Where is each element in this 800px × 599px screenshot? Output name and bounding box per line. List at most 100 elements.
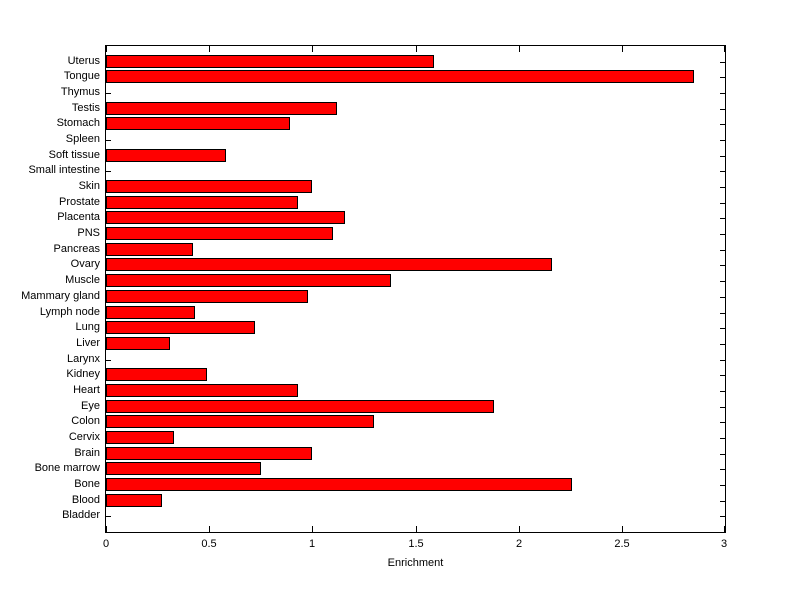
x-tick xyxy=(106,46,107,52)
x-tick xyxy=(622,526,623,532)
category-label: Lung xyxy=(75,321,100,333)
y-tick xyxy=(720,391,725,392)
y-tick xyxy=(106,360,111,361)
bar xyxy=(106,274,391,287)
y-tick xyxy=(720,501,725,502)
x-tick-label: 0.5 xyxy=(201,538,217,550)
x-axis-title: Enrichment xyxy=(387,557,444,569)
x-tick xyxy=(724,46,725,52)
category-label: Heart xyxy=(73,384,100,396)
y-tick xyxy=(720,250,725,251)
y-tick xyxy=(720,234,725,235)
bar xyxy=(106,211,345,224)
bar xyxy=(106,243,193,256)
y-tick xyxy=(720,124,725,125)
bar xyxy=(106,55,434,68)
y-axis-labels: Uterus Tongue Thymus Testis Stomach Spleen Sof… xyxy=(0,45,100,533)
category-label: Bladder xyxy=(62,509,100,521)
y-tick xyxy=(720,407,725,408)
y-tick xyxy=(720,93,725,94)
bar xyxy=(106,337,170,350)
bar xyxy=(106,321,255,334)
y-tick xyxy=(720,516,725,517)
category-label: Tongue xyxy=(63,70,100,82)
bar xyxy=(106,227,333,240)
y-tick xyxy=(720,313,725,314)
y-tick xyxy=(720,344,725,345)
category-label: Uterus xyxy=(67,55,100,67)
plot-area xyxy=(105,45,726,533)
y-tick xyxy=(720,109,725,110)
y-tick xyxy=(720,203,725,204)
category-label: Colon xyxy=(71,415,100,427)
category-label: Cervix xyxy=(68,431,100,443)
bar xyxy=(106,478,572,491)
x-tick xyxy=(622,46,623,52)
x-tick xyxy=(312,46,313,52)
x-tick xyxy=(416,46,417,52)
y-tick xyxy=(720,140,725,141)
y-tick xyxy=(720,218,725,219)
y-tick xyxy=(720,265,725,266)
bar xyxy=(106,384,298,397)
y-tick xyxy=(720,171,725,172)
category-label: Blood xyxy=(71,494,100,506)
y-tick xyxy=(106,140,111,141)
category-label: Testis xyxy=(71,102,100,114)
x-tick-label: 0 xyxy=(102,538,110,550)
y-tick xyxy=(720,375,725,376)
y-tick xyxy=(720,454,725,455)
y-tick xyxy=(720,297,725,298)
bar xyxy=(106,102,337,115)
x-tick-label: 2 xyxy=(515,538,523,550)
y-tick xyxy=(720,360,725,361)
x-tick-label: 2.5 xyxy=(614,538,630,550)
category-label: Skin xyxy=(78,180,100,192)
y-tick xyxy=(720,281,725,282)
x-tick xyxy=(209,46,210,52)
category-label: Eye xyxy=(81,400,100,412)
category-label: Prostate xyxy=(59,196,100,208)
x-tick-label: 3 xyxy=(720,538,728,550)
x-tick xyxy=(519,526,520,532)
category-label: Ovary xyxy=(70,258,100,270)
y-tick xyxy=(720,62,725,63)
bar xyxy=(106,149,226,162)
y-tick xyxy=(720,438,725,439)
category-label: Placenta xyxy=(57,211,100,223)
x-tick xyxy=(312,526,313,532)
y-tick xyxy=(720,156,725,157)
y-tick xyxy=(720,187,725,188)
bar xyxy=(106,70,694,83)
category-label: Lymph node xyxy=(39,306,100,318)
x-tick xyxy=(519,46,520,52)
x-tick xyxy=(106,526,107,532)
bar xyxy=(106,117,290,130)
bar xyxy=(106,400,494,413)
x-tick xyxy=(209,526,210,532)
x-tick-label: 1 xyxy=(308,538,316,550)
bar xyxy=(106,494,162,507)
bar xyxy=(106,306,195,319)
category-label: Thymus xyxy=(60,86,100,98)
bar xyxy=(106,415,374,428)
category-label: Pancreas xyxy=(53,243,100,255)
y-tick xyxy=(106,93,111,94)
y-tick xyxy=(106,516,111,517)
bar xyxy=(106,431,174,444)
bar xyxy=(106,290,308,303)
x-tick-label: 1.5 xyxy=(408,538,424,550)
category-label: Larynx xyxy=(66,353,100,365)
y-tick xyxy=(106,171,111,172)
category-label: Muscle xyxy=(65,274,100,286)
y-tick xyxy=(720,485,725,486)
y-tick xyxy=(720,422,725,423)
category-label: PNS xyxy=(77,227,100,239)
y-tick xyxy=(720,328,725,329)
category-label: Bone marrow xyxy=(34,462,100,474)
bar xyxy=(106,368,207,381)
x-tick xyxy=(724,526,725,532)
bar xyxy=(106,462,261,475)
bar xyxy=(106,180,312,193)
